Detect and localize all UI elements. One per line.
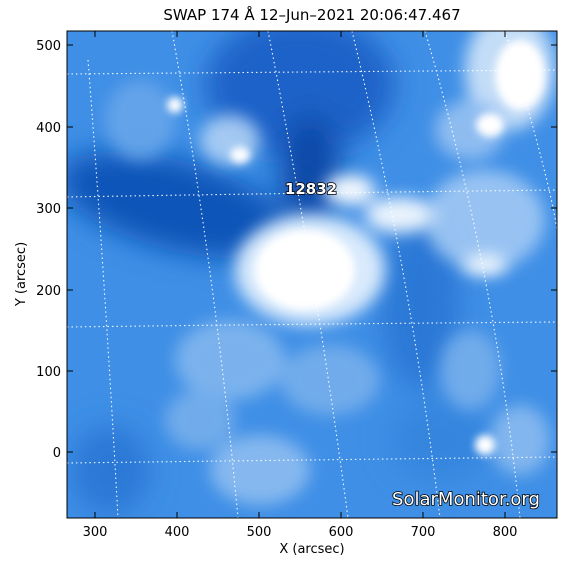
heliographic-grid <box>67 31 557 518</box>
y-tick-label: 200 <box>36 284 61 299</box>
y-axis <box>67 44 557 453</box>
active-region-label: 12832 <box>285 180 337 198</box>
x-tick-label: 300 <box>83 525 108 540</box>
x-axis <box>94 31 506 518</box>
image-title: SWAP 174 Å 12–Jun–2021 20:06:47.467 <box>163 5 460 24</box>
y-tick-label: 500 <box>36 39 61 54</box>
x-axis-label: X (arcsec) <box>279 542 344 557</box>
plot-frame <box>66 30 558 519</box>
solar-euv-image: 12832 SolarMonitor.org <box>67 31 557 518</box>
y-tick-label: 400 <box>36 121 61 136</box>
x-tick-label: 500 <box>247 525 272 540</box>
y-tick-label: 0 <box>53 446 61 461</box>
y-tick-label: 100 <box>36 365 61 380</box>
x-tick-label: 700 <box>411 525 436 540</box>
x-tick-label: 600 <box>329 525 354 540</box>
x-tick-label: 800 <box>493 525 518 540</box>
y-tick-label: 300 <box>36 202 61 217</box>
y-axis-label: Y (arcsec) <box>14 242 29 307</box>
x-tick-label: 400 <box>165 525 190 540</box>
watermark: SolarMonitor.org <box>392 489 540 510</box>
